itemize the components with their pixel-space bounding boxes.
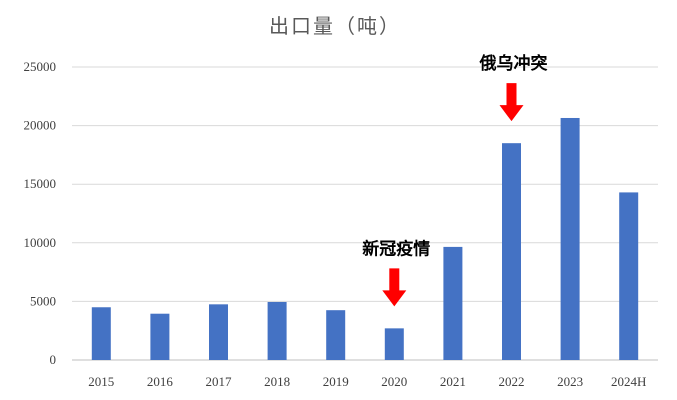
bar-2021 — [443, 246, 463, 360]
bar-2024H — [619, 192, 639, 360]
x-tick-label: 2017 — [206, 374, 233, 389]
x-tick-label: 2015 — [88, 374, 114, 389]
x-axis-ticks: 2015 2016 2017 2018 2019 2020 2021 2022 2023 2024… — [88, 374, 646, 389]
bar-2020 — [384, 328, 404, 360]
annotation-label: 俄乌冲突 — [479, 53, 548, 74]
y-tick-label: 10000 — [24, 235, 57, 250]
bar-2016 — [150, 313, 170, 360]
x-tick-label: 2024H — [611, 374, 646, 389]
x-tick-label: 2019 — [323, 374, 349, 389]
y-tick-label: 15000 — [24, 176, 57, 191]
y-tick-label: 25000 — [24, 59, 57, 74]
annotations: 新冠疫情 俄乌冲突 — [362, 53, 548, 307]
bar-2019 — [326, 310, 346, 360]
x-tick-label: 2018 — [264, 374, 290, 389]
chart-title: 出口量（吨） — [269, 14, 401, 38]
annotation-label: 新冠疫情 — [362, 238, 430, 259]
y-axis-ticks: 0 5000 10000 15000 20000 25000 — [24, 59, 57, 367]
x-tick-label: 2016 — [147, 374, 174, 389]
bar-2022 — [502, 143, 521, 360]
down-arrow-icon — [382, 268, 407, 307]
bar-2018 — [267, 301, 287, 360]
bars — [91, 117, 639, 361]
x-tick-label: 2022 — [499, 374, 525, 389]
x-tick-label: 2020 — [381, 374, 407, 389]
y-tick-label: 20000 — [24, 118, 57, 133]
bar-2015 — [91, 307, 111, 360]
y-tick-label: 5000 — [30, 293, 56, 308]
x-tick-label: 2023 — [557, 374, 583, 389]
x-tick-label: 2021 — [440, 374, 466, 389]
down-arrow-icon — [499, 83, 524, 122]
gridlines — [72, 66, 658, 361]
bar-2023 — [560, 117, 580, 361]
y-tick-label: 0 — [50, 352, 57, 367]
bar-2017 — [209, 304, 228, 360]
